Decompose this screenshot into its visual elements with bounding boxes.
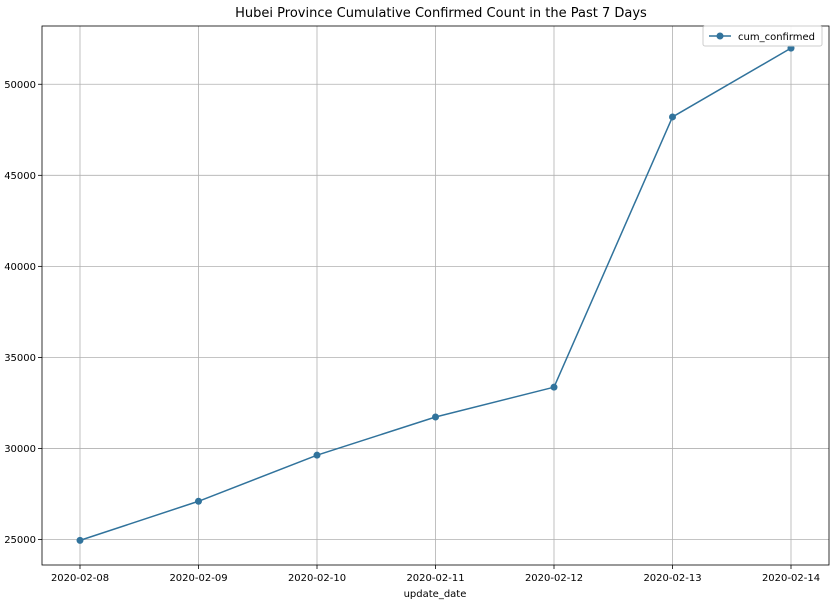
y-tick-label: 50000 — [4, 80, 36, 91]
grid-lines — [42, 26, 829, 565]
legend-box — [702, 25, 823, 47]
chart-title: Hubei Province Cumulative Confirmed Coun… — [235, 6, 647, 21]
legend: cum_confirmed — [702, 25, 823, 47]
axes: 2020-02-08 2020-02-09 2020-02-10 2020-02-11… — [4, 25, 830, 584]
data-point — [76, 536, 84, 544]
x-tick-label: 2020-02-08 — [51, 573, 109, 584]
data-point — [195, 497, 202, 505]
y-tick-label: 25000 — [4, 535, 36, 546]
x-tick-label: 2020-02-14 — [762, 573, 820, 584]
x-tick-label: 2020-02-12 — [525, 573, 583, 584]
x-tick-label: 2020-02-09 — [169, 573, 227, 584]
y-tick-label: 30000 — [4, 444, 36, 455]
legend-label-cum-confirmed: cum_confirmed — [738, 32, 815, 43]
data-point — [313, 451, 321, 459]
x-tick-label: 2020-02-13 — [643, 573, 701, 584]
y-tick-label: 40000 — [4, 262, 36, 273]
y-tick-label: 35000 — [4, 353, 36, 364]
data-point — [550, 383, 558, 391]
y-tick-label: 45000 — [4, 171, 36, 182]
x-tick-label: 2020-02-11 — [406, 573, 464, 584]
legend-marker-swatch — [716, 32, 724, 40]
data-point — [432, 413, 439, 421]
x-tick-label: 2020-02-10 — [288, 573, 346, 584]
data-point — [669, 113, 676, 121]
x-axis-label: update_date — [404, 589, 467, 600]
